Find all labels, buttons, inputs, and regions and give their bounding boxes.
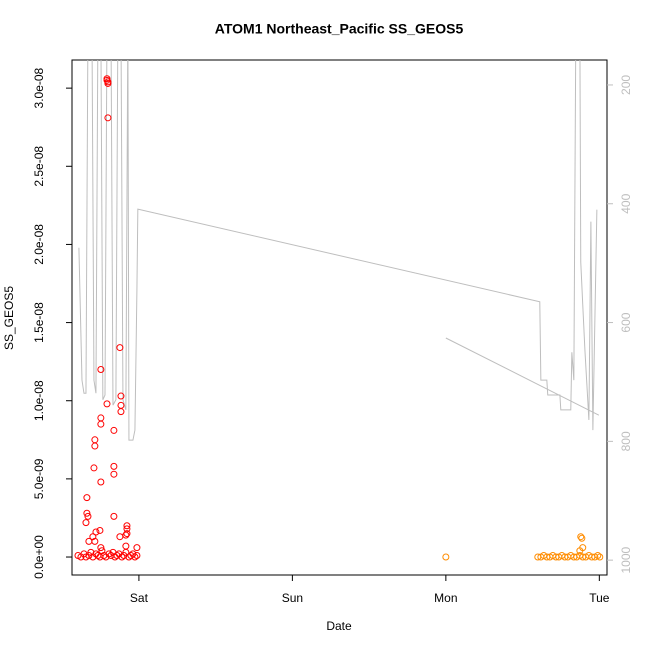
point [133,544,141,552]
point [123,530,131,538]
line-series [78,60,600,441]
point [97,544,105,552]
y-tick-label: 2.0e-08 [32,224,46,265]
point [97,420,105,428]
y-axis-label: SS_GEOS5 [2,286,16,350]
point [98,547,106,555]
point [116,533,124,541]
point [578,534,586,542]
point [105,550,113,558]
point [110,426,118,434]
point [87,548,95,556]
point [579,544,587,552]
point [89,533,97,541]
plot-frame [71,59,608,576]
point [442,553,450,561]
point [96,526,104,534]
x-tick-label: Sat [130,591,149,605]
y-tick-label: 0.0e+00 [32,535,46,579]
y2-tick-label: 1000 [619,546,633,573]
y2-tick-label: 200 [619,75,633,95]
point [91,537,99,545]
point [90,464,98,472]
y-tick-label: 1.5e-08 [32,302,46,343]
point [92,528,100,536]
y-tick-label: 3.0e-08 [32,67,46,108]
point [116,344,124,352]
point [579,553,587,561]
point [103,400,111,408]
point [100,551,108,559]
x-tick-label: Sun [282,591,303,605]
point [133,551,141,559]
point [117,408,125,416]
point [577,533,585,541]
y-tick-label: 2.5e-08 [32,146,46,187]
point [131,553,139,561]
point [83,509,91,517]
y2-tick-label: 600 [619,312,633,332]
point [110,512,118,520]
point [122,548,130,556]
y2-tick-label: 400 [619,193,633,213]
point [104,114,112,122]
x-axis-label: Date [326,619,352,633]
point [123,522,131,530]
point [118,553,126,561]
point [84,512,92,520]
chart-title: ATOM1 Northeast_Pacific SS_GEOS5 [215,21,464,37]
point [97,478,105,486]
point [104,79,112,87]
y-tick-label: 1.0e-08 [32,380,46,421]
plot-area [74,60,604,561]
point [103,76,111,84]
y2-tick-label: 800 [619,431,633,451]
point [110,470,118,478]
point [97,365,105,373]
point [594,551,602,559]
point [110,462,118,470]
y-tick-label: 5.0e-09 [32,458,46,499]
point [91,442,99,450]
point [83,494,91,502]
point [82,519,90,527]
point [596,553,604,561]
x-tick-label: Mon [434,591,457,605]
x-tick-label: Tue [589,591,610,605]
point [117,392,125,400]
point [113,551,121,559]
